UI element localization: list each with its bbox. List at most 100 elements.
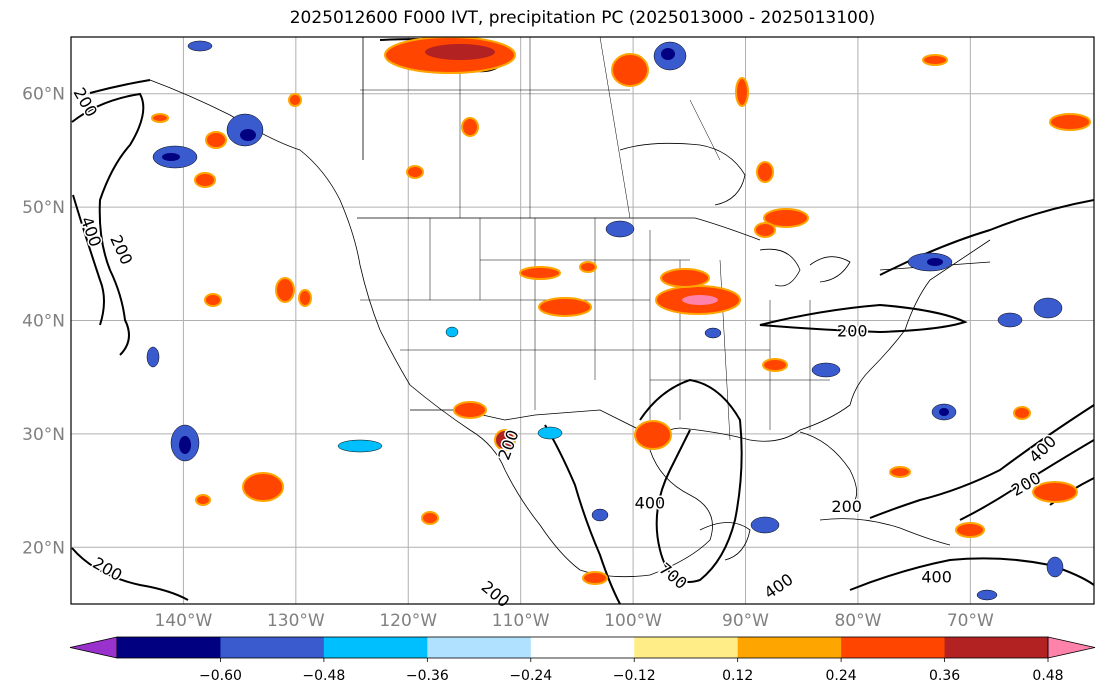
pc-pos-blob xyxy=(204,293,222,307)
pc-pos-blob xyxy=(538,297,592,317)
pc-pos-blob xyxy=(242,472,284,502)
colorbar-tick-label: −0.24 xyxy=(509,668,552,684)
pc-neg-blob xyxy=(976,589,998,601)
pc-pos-blob xyxy=(195,494,211,506)
lat-tick-label: 50°N xyxy=(22,198,65,218)
cuba xyxy=(819,518,951,546)
pc-pos-blob xyxy=(579,261,597,273)
ivt-contour-atlantic-1 xyxy=(869,404,1094,519)
ivt-contour-gulf xyxy=(639,378,743,583)
coastlines-borders xyxy=(149,37,991,578)
lat-tick-label: 40°N xyxy=(22,312,65,332)
lat-tick-label: 20°N xyxy=(22,538,65,558)
pc-pos-blob xyxy=(763,208,809,228)
ivt-contour-appalachian xyxy=(759,303,968,334)
pc-pos-blob xyxy=(955,522,985,538)
ivt-contour-atlantic-2 xyxy=(959,439,1094,521)
yucatan xyxy=(699,522,751,561)
colorbar-tick-label: −0.36 xyxy=(406,668,449,684)
colorbar-tick-label: 0.48 xyxy=(1032,668,1063,684)
ivt-contour-west-inner xyxy=(72,194,105,326)
great-lakes xyxy=(759,248,851,287)
colorbar-segment xyxy=(323,637,428,658)
pc-pos-blob xyxy=(889,466,911,478)
pc-neg-blob xyxy=(146,346,160,368)
lat-tick-label: 60°N xyxy=(22,85,65,105)
pc-neg-blob xyxy=(187,40,213,52)
lon-tick-label: 140°W xyxy=(155,611,213,631)
pc-pos-blob xyxy=(275,277,295,303)
colorbar-segment xyxy=(737,637,842,658)
colorbar-tick-label: −0.48 xyxy=(302,668,345,684)
colorbar-tick-label: −0.60 xyxy=(199,668,242,684)
graticule xyxy=(71,37,1094,604)
pc-pos-blob xyxy=(922,54,948,66)
pc-neg-blob xyxy=(445,326,459,338)
pc-neg-blob xyxy=(537,426,563,440)
colorbar-extend-low xyxy=(69,636,118,659)
pc-neg-blob xyxy=(1046,556,1064,578)
pc-pos-blob xyxy=(406,165,424,179)
lon-tick-label: 110°W xyxy=(492,611,550,631)
colorbar-segment xyxy=(634,637,739,658)
colorbar-tick-label: −0.12 xyxy=(613,668,656,684)
lat-tick-label: 30°N xyxy=(22,425,65,445)
pc-pos-blob xyxy=(634,420,672,450)
pc-pos-blob xyxy=(205,131,227,149)
pc-neg-blob xyxy=(1033,297,1063,319)
colorbar-segment xyxy=(220,637,325,658)
pc-pos-blob xyxy=(660,268,710,288)
west-coastline xyxy=(149,79,991,578)
pc-neg-blob xyxy=(591,508,609,522)
lon-tick-label: 100°W xyxy=(604,611,662,631)
colorbar-segment xyxy=(427,637,532,658)
pc-neg-blob xyxy=(811,362,841,378)
pc-neg-blob xyxy=(750,516,780,534)
pc-pos-blob xyxy=(754,222,776,238)
pc-pos-blob xyxy=(453,401,487,419)
contour-label: 400 xyxy=(921,567,952,586)
map-title: 2025012600 F000 IVT, precipitation PC (2… xyxy=(289,8,876,28)
colorbar-segment xyxy=(944,637,1049,658)
colorbar-segment xyxy=(841,637,946,658)
contour-label: 200 xyxy=(831,497,862,516)
colorbar-segment xyxy=(530,637,635,658)
lon-tick-label: 80°W xyxy=(834,611,881,631)
ivt-contour-southwest xyxy=(71,547,189,601)
lon-tick-label: 120°W xyxy=(379,611,437,631)
pc-pos-blob xyxy=(611,53,649,87)
colorbar-extend-high xyxy=(1047,636,1096,659)
colorbar-tick-label: 0.36 xyxy=(929,668,960,684)
pc-pos-blob xyxy=(151,113,169,123)
colorbar-tick-label: 0.24 xyxy=(826,668,857,684)
ivt-contour-caribbean xyxy=(849,557,1094,591)
colorbar-tick-label: 0.12 xyxy=(722,668,753,684)
pc-pos-blob xyxy=(1049,113,1091,131)
pc-pos-blob xyxy=(194,172,216,188)
pc-neg-blob xyxy=(997,312,1023,328)
hudson-bay xyxy=(619,142,746,206)
lon-tick-label: 90°W xyxy=(722,611,769,631)
colorbar-frame xyxy=(116,636,1049,659)
lon-tick-label: 130°W xyxy=(267,611,325,631)
pc-pos-blob xyxy=(582,571,608,585)
pc-pos-blob xyxy=(762,358,788,372)
pc-neg-blob xyxy=(605,220,635,238)
ivt-contour-west xyxy=(71,79,151,356)
contour-label: 200 xyxy=(837,321,868,340)
pc-neg-blob xyxy=(337,439,383,453)
pc-pos-blob xyxy=(756,161,774,183)
pc-pos-blob xyxy=(1032,481,1078,503)
pc-pos-blob xyxy=(1013,406,1031,420)
pc-pos-blob xyxy=(298,289,312,307)
border-us-mexico xyxy=(410,409,641,431)
colorbar-segment xyxy=(117,637,221,658)
contour-label: 400 xyxy=(635,494,666,513)
pc-pos-blob xyxy=(288,93,302,107)
ivt-contour-mexico xyxy=(544,424,621,604)
colorbar: −0.60 −0.48 −0.36 −0.24 −0.12 0.12 0.24 0.36 0.4… xyxy=(69,636,1096,684)
precipitation-pc-shading xyxy=(146,37,1091,601)
florida xyxy=(799,431,858,501)
